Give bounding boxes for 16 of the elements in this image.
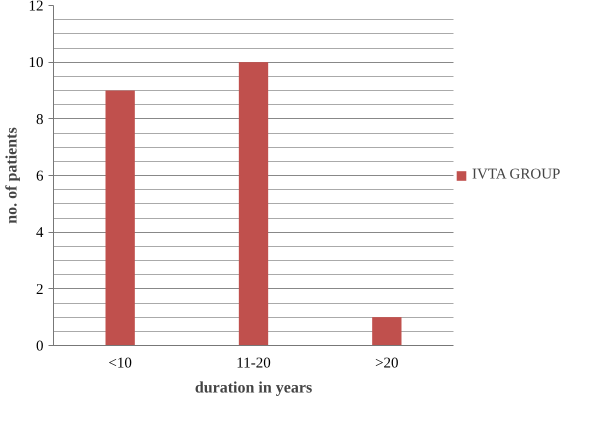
legend-label: IVTA GROUP — [472, 166, 560, 184]
x-tick-label: <10 — [108, 356, 132, 372]
bar — [238, 62, 268, 346]
x-tick-label: 11-20 — [236, 356, 271, 372]
x-tick-label: >20 — [375, 356, 399, 372]
y-tick-label: 8 — [36, 112, 44, 128]
y-axis-title: no. of patients — [4, 127, 20, 224]
y-tick-label: 4 — [36, 225, 44, 242]
x-axis-title: duration in years — [194, 380, 312, 396]
y-tick-label: 2 — [36, 282, 44, 298]
bar — [106, 90, 135, 346]
y-tick-label: 0 — [36, 338, 44, 354]
y-tick-label: 10 — [28, 55, 44, 72]
y-tick-label: 6 — [36, 168, 44, 184]
y-tick-label: 12 — [28, 0, 44, 14]
bar — [372, 317, 402, 346]
